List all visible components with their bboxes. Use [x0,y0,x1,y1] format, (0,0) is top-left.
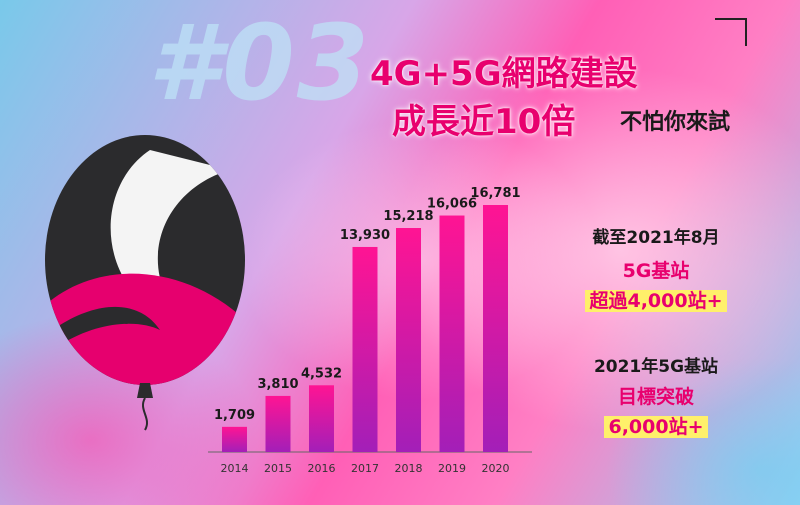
info-target-year: 2021年5G基站 [593,357,719,377]
balloon-body [45,135,245,431]
x-tick-2019: 2019 [438,462,466,475]
value-label-2015: 3,810 [257,377,298,392]
bar-2017 [352,246,378,452]
value-label-2020: 16,781 [470,186,520,201]
bar-2020 [483,205,508,452]
x-tick-2018: 2018 [395,462,423,475]
info-current-count: 超過4,000站+ [556,286,756,313]
bar-2015 [265,395,291,452]
bar-2014 [222,426,247,452]
corner-bracket-decoration [715,18,747,46]
value-label-2019: 16,066 [427,197,477,212]
x-tick-2014: 2014 [221,462,249,475]
highlight-target-count: 6,000站+ [604,416,708,438]
x-tick-2016: 2016 [308,462,336,475]
info-5g-label: 5G基站 [622,260,690,282]
headline-line1: 4G+5G網路建設 [370,54,638,94]
headline-tagline: 不怕你來試 [620,110,731,135]
bar-2016 [309,385,334,452]
x-tick-2020: 2020 [482,462,510,475]
x-tick-2015: 2015 [264,462,292,475]
value-label-2017: 13,930 [340,228,390,243]
bar-2019 [439,215,465,452]
info-target-count: 6,000站+ [556,412,756,439]
bar-2018 [396,228,421,452]
info-date: 截至2021年8月 [592,228,720,248]
info-target-label: 目標突破 [617,386,694,408]
headline-line2: 成長近10倍 [392,102,576,142]
value-label-2014: 1,709 [214,408,255,423]
value-label-2018: 15,218 [383,209,433,224]
section-number: #03 [148,2,372,124]
highlight-current-count: 超過4,000站+ [585,290,727,312]
x-tick-2017: 2017 [351,462,379,475]
value-label-2016: 4,532 [301,366,342,381]
